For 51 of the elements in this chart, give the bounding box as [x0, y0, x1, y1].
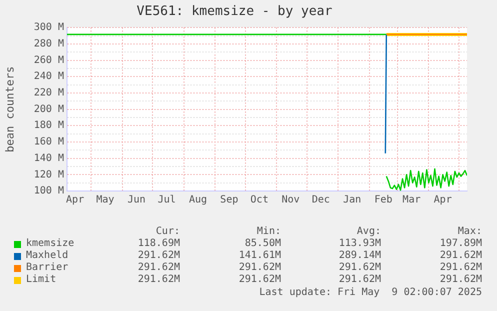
text: 291.62M: [440, 262, 482, 274]
y-tick-label: 300 M: [34, 22, 64, 34]
text: 291.62M: [138, 274, 180, 286]
x-tick-label: Aug: [188, 194, 208, 206]
y-tick-label: 280 M: [34, 38, 64, 50]
y-tick-label: 120 M: [34, 169, 64, 180]
y-tick-label: 180 M: [34, 120, 64, 132]
text: 291.62M: [440, 250, 482, 262]
y-tick-label: 100 M: [34, 186, 64, 197]
x-tick-label: Sep: [220, 194, 238, 206]
chart-title: VE561: kmemsize - by year: [136, 4, 333, 20]
text: Cur:: [156, 226, 180, 238]
x-tick-label: May: [96, 194, 114, 206]
x-tick-label: Apr: [66, 194, 84, 206]
x-tick-label: Jun: [127, 194, 146, 206]
text: 291.62M: [138, 262, 180, 274]
legend-label: Limit: [26, 274, 56, 286]
x-tick-label: Dec: [312, 194, 330, 206]
x-tick-label: Jan: [343, 194, 362, 206]
x-tick-label: Oct: [250, 194, 268, 206]
x-tick-label: Jul: [158, 194, 176, 206]
text: 291.62M: [338, 262, 381, 274]
y-tick-label: 200 M: [34, 104, 64, 115]
y-tick-label: 260 M: [34, 54, 64, 66]
text: 113.93M: [338, 238, 381, 250]
text: 291.62M: [338, 274, 381, 286]
text: 289.14M: [338, 250, 381, 262]
text: 291.62M: [138, 250, 180, 262]
y-tick-label: 220 M: [34, 88, 64, 99]
text: 118.69M: [138, 238, 180, 250]
text: 291.62M: [440, 274, 482, 286]
y-tick-label: 160 M: [34, 136, 64, 148]
text: Min:: [256, 226, 281, 238]
x-tick-label: Apr: [434, 194, 452, 206]
text: 291.62M: [238, 262, 281, 274]
text: 85.50M: [244, 238, 281, 250]
text: Last update: Fri May 9 02:00:07 2025: [259, 287, 482, 299]
text: 141.61M: [238, 250, 281, 262]
x-tick-label: Mar: [402, 194, 421, 206]
text: Avg:: [356, 226, 381, 238]
text: Max:: [458, 226, 482, 238]
x-tick-label: Feb: [374, 194, 392, 206]
y-tick-label: 140 M: [34, 152, 64, 164]
y-axis-title: bean counters: [3, 66, 16, 152]
legend-label: Barrier: [26, 262, 68, 274]
y-tick-label: 240 M: [34, 71, 64, 82]
text: 197.89M: [440, 238, 482, 250]
text: 291.62M: [238, 274, 281, 286]
legend-label: Maxheld: [26, 250, 68, 262]
x-tick-label: Nov: [282, 194, 300, 206]
legend-label: kmemsize: [26, 238, 74, 250]
